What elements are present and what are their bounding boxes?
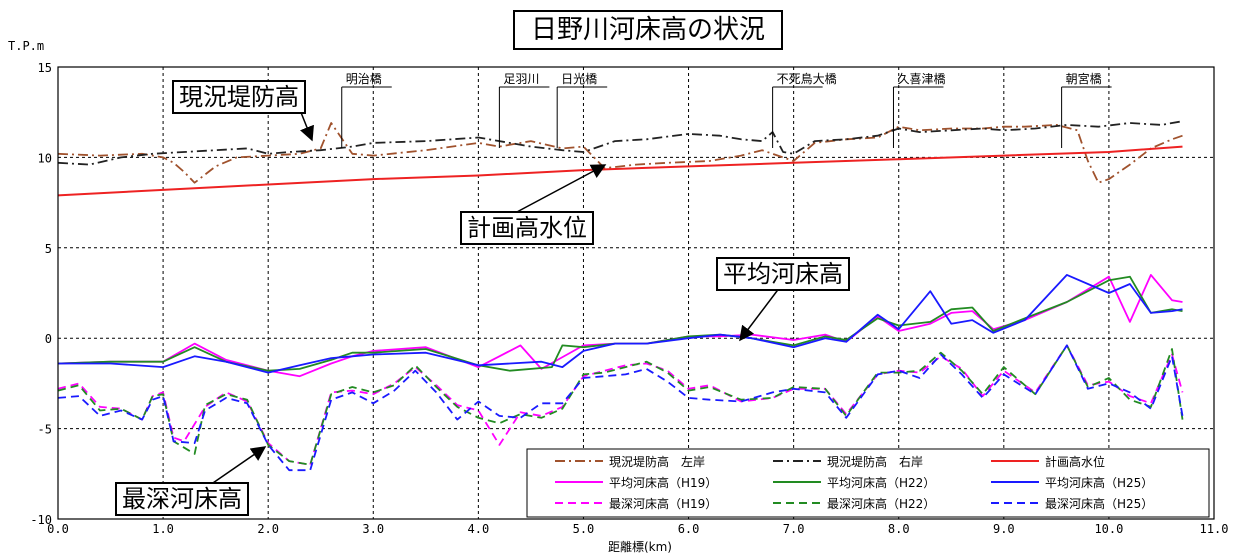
- callout-arrow: [209, 446, 267, 486]
- x-tick-label: 4.0: [468, 522, 490, 536]
- series-line-2: [57, 145, 1183, 197]
- series-layer: [57, 120, 1184, 472]
- legend-label: 現況堤防高 左岸: [609, 454, 705, 469]
- bridge-label: 足羽川: [503, 72, 539, 86]
- callout-arrows: [209, 109, 781, 486]
- y-tick-label: -10: [30, 513, 52, 527]
- series-line-7: [57, 344, 1184, 466]
- x-tick-label: 6.0: [678, 522, 700, 536]
- series-line-5: [58, 273, 1183, 374]
- legend-label: 計画高水位: [1045, 454, 1105, 469]
- x-axis-label: 距離標(km): [608, 540, 672, 553]
- x-tick-label: 1.0: [152, 522, 174, 536]
- callout-average-bed-height: 平均河床高: [716, 257, 850, 291]
- legend-label: 現況堤防高 右岸: [827, 454, 923, 469]
- plot-frame: [57, 66, 1215, 520]
- callout-arrow: [514, 164, 607, 214]
- legend-label: 平均河床高（H19）: [609, 475, 717, 490]
- x-tick-label: 11.0: [1200, 522, 1229, 536]
- series-line-4: [57, 275, 1183, 372]
- y-tick-label: 15: [38, 61, 52, 75]
- y-tick-label: -5: [38, 423, 52, 437]
- bridge-label: 日光橋: [561, 72, 597, 86]
- chart-title: 日野川河床高の状況: [513, 10, 783, 50]
- callout-arrow: [299, 109, 314, 142]
- legend-label: 最深河床高（H19）: [609, 496, 717, 511]
- bridge-label: 不死鳥大橋: [777, 71, 837, 86]
- legend-box: [526, 448, 1210, 518]
- callout-deepest-bed-height: 最深河床高: [115, 482, 249, 516]
- axes: 0.0 1.0 2.0 3.0 4.0 5.0 6.0 7.0 8.0 9.0 10.0 11.0 15…: [30, 61, 1228, 536]
- y-tick-label: 5: [45, 242, 52, 256]
- callout-arrow: [739, 286, 781, 342]
- callout-planned-water-level: 計画高水位: [460, 211, 594, 245]
- x-tick-label: 8.0: [888, 522, 910, 536]
- x-tick-label: 3.0: [362, 522, 384, 536]
- series-line-0: [57, 122, 1183, 184]
- bridge-label: 明治橋: [346, 72, 382, 86]
- legend-label: 最深河床高（H22）: [827, 496, 935, 511]
- bridge-labels: 明治橋 足羽川 日光橋 不死鳥大橋 久喜津橋 朝宮橋: [341, 71, 1112, 148]
- series-line-8: [57, 344, 1184, 472]
- x-tick-label: 9.0: [993, 522, 1015, 536]
- y-tick-label: 10: [38, 151, 52, 165]
- x-tick-label: 10.0: [1094, 522, 1123, 536]
- y-axis-label: T.P.m: [8, 39, 44, 53]
- bridge-label: 朝宮橋: [1066, 71, 1102, 86]
- callout-levee-height: 現況堤防高: [172, 80, 306, 114]
- x-tick-label: 2.0: [257, 522, 279, 536]
- legend-label: 平均河床高（H22）: [827, 475, 935, 490]
- x-tick-label: 5.0: [573, 522, 595, 536]
- series-line-1: [57, 120, 1183, 166]
- x-tick-label: 7.0: [783, 522, 805, 536]
- bridge-label: 久喜津橋: [897, 72, 945, 86]
- legend-label: 平均河床高（H25）: [1045, 475, 1153, 490]
- y-tick-label: 0: [45, 332, 52, 346]
- x-tick-label: 0.0: [47, 522, 69, 536]
- series-line-6: [57, 344, 1184, 466]
- legend-label: 最深河床高（H25）: [1045, 496, 1153, 511]
